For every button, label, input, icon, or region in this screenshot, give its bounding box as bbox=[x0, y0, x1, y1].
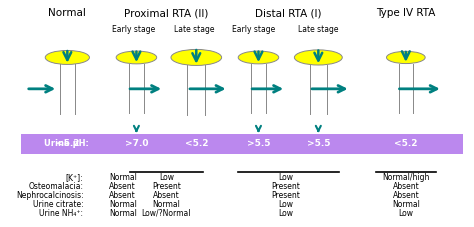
Text: <5.2: <5.2 bbox=[184, 139, 208, 148]
Text: >7.0: >7.0 bbox=[125, 139, 148, 148]
Text: Low/?Normal: Low/?Normal bbox=[142, 209, 191, 218]
Text: <5.2: <5.2 bbox=[55, 139, 79, 148]
Text: Low: Low bbox=[279, 173, 293, 182]
Text: Present: Present bbox=[272, 182, 301, 191]
Text: Proximal RTA (II): Proximal RTA (II) bbox=[124, 8, 209, 18]
Text: Low: Low bbox=[159, 173, 174, 182]
Text: Normal: Normal bbox=[153, 200, 180, 209]
Text: Present: Present bbox=[152, 182, 181, 191]
Text: Normal: Normal bbox=[109, 209, 137, 218]
Text: Late stage: Late stage bbox=[174, 25, 214, 34]
Text: Low: Low bbox=[398, 209, 413, 218]
Text: Normal/high: Normal/high bbox=[382, 173, 429, 182]
Text: Low: Low bbox=[279, 200, 293, 209]
Text: Urine citrate:: Urine citrate: bbox=[33, 200, 83, 209]
Text: <5.2: <5.2 bbox=[394, 139, 418, 148]
Text: Normal: Normal bbox=[48, 8, 86, 18]
Text: Urine NH₄⁺:: Urine NH₄⁺: bbox=[39, 209, 83, 218]
Text: [K⁺]:: [K⁺]: bbox=[66, 173, 83, 182]
Text: Absent: Absent bbox=[392, 191, 419, 200]
Text: Normal: Normal bbox=[109, 200, 137, 209]
Text: Absent: Absent bbox=[153, 191, 180, 200]
Text: Distal RTA (I): Distal RTA (I) bbox=[255, 8, 322, 18]
Text: Normal: Normal bbox=[109, 173, 137, 182]
Bar bbox=[21, 134, 464, 154]
Text: Absent: Absent bbox=[109, 191, 136, 200]
Text: Osteomalacia:: Osteomalacia: bbox=[28, 182, 83, 191]
Text: >5.5: >5.5 bbox=[307, 139, 330, 148]
Text: Low: Low bbox=[279, 209, 293, 218]
Ellipse shape bbox=[171, 49, 222, 65]
Text: Nephrocalcinosis:: Nephrocalcinosis: bbox=[16, 191, 83, 200]
Ellipse shape bbox=[45, 50, 90, 64]
Ellipse shape bbox=[386, 51, 425, 64]
Text: Type IV RTA: Type IV RTA bbox=[376, 8, 436, 18]
Text: Normal: Normal bbox=[392, 200, 420, 209]
Text: Absent: Absent bbox=[109, 182, 136, 191]
Text: Urine pH:: Urine pH: bbox=[44, 139, 89, 148]
Text: Present: Present bbox=[272, 191, 301, 200]
Text: Early stage: Early stage bbox=[232, 25, 275, 34]
Text: >5.5: >5.5 bbox=[246, 139, 270, 148]
Text: Absent: Absent bbox=[392, 182, 419, 191]
Ellipse shape bbox=[238, 51, 279, 64]
Text: Early stage: Early stage bbox=[112, 25, 156, 34]
Text: Late stage: Late stage bbox=[298, 25, 338, 34]
Ellipse shape bbox=[294, 50, 342, 65]
Ellipse shape bbox=[116, 51, 157, 64]
